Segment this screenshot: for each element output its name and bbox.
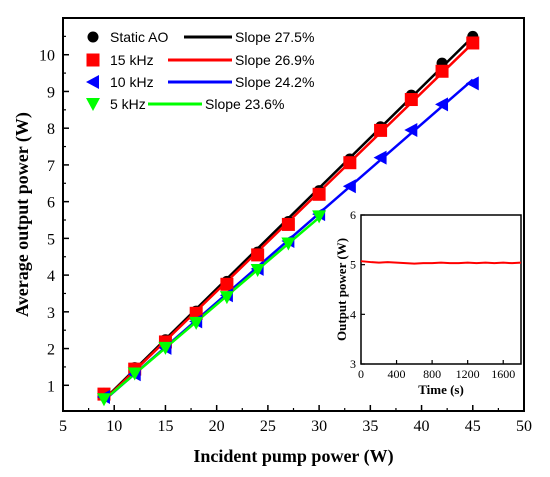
inset-x-tick-label: 800 bbox=[423, 367, 441, 381]
y-tick-label: 10 bbox=[39, 48, 55, 65]
legend-label-1: 15 kHz bbox=[110, 52, 154, 68]
x-tick-label: 20 bbox=[209, 418, 225, 435]
data-point-series-2 bbox=[342, 179, 356, 194]
y-tick-label: 6 bbox=[47, 195, 55, 212]
data-point-series-3 bbox=[96, 393, 111, 407]
data-point-series-2 bbox=[404, 123, 418, 138]
data-point-series-3 bbox=[312, 210, 327, 224]
y-tick-label: 8 bbox=[47, 121, 55, 138]
legend-marker-1 bbox=[86, 53, 100, 67]
inset-x-tick-label: 400 bbox=[388, 367, 406, 381]
y-tick-label: 9 bbox=[47, 84, 55, 101]
y-tick-label: 1 bbox=[47, 378, 55, 395]
data-point-series-3 bbox=[250, 263, 265, 277]
data-point-series-3 bbox=[219, 291, 234, 305]
x-tick-label: 50 bbox=[516, 418, 532, 435]
data-point-series-1 bbox=[312, 187, 326, 201]
legend-slope-3: Slope 23.6% bbox=[205, 96, 284, 112]
legend-marker-3 bbox=[86, 98, 100, 111]
data-point-series-1 bbox=[220, 277, 234, 291]
data-point-series-3 bbox=[281, 237, 296, 251]
data-point-series-3 bbox=[189, 316, 204, 330]
data-point-series-1 bbox=[466, 36, 480, 50]
inset-frame bbox=[360, 214, 522, 365]
legend-marker-2 bbox=[86, 75, 99, 89]
inset-x-tick-label: 0 bbox=[358, 367, 364, 381]
data-point-series-1 bbox=[404, 93, 418, 107]
data-point-series-3 bbox=[127, 367, 142, 381]
inset-x-tick-label: 1600 bbox=[491, 367, 515, 381]
x-tick-label: 25 bbox=[260, 418, 276, 435]
data-point-series-1 bbox=[251, 248, 265, 262]
y-tick-label: 5 bbox=[47, 231, 55, 248]
x-tick-label: 35 bbox=[362, 418, 378, 435]
legend-slope-0: Slope 27.5% bbox=[235, 29, 314, 45]
y-tick-label: 7 bbox=[47, 158, 55, 175]
inset-x-axis-title: Time (s) bbox=[418, 382, 464, 397]
legend-label-2: 10 kHz bbox=[110, 74, 154, 90]
x-tick-label: 45 bbox=[465, 418, 481, 435]
data-point-series-1 bbox=[281, 217, 295, 231]
inset-y-tick-label: 4 bbox=[350, 307, 356, 321]
data-point-series-1 bbox=[343, 156, 357, 170]
y-tick-label: 2 bbox=[47, 342, 55, 359]
y-tick-label: 4 bbox=[47, 268, 55, 285]
data-point-series-2 bbox=[465, 76, 479, 91]
legend: Static AO Slope 27.5% 15 kHz Slope 26.9% 10 … bbox=[86, 29, 314, 112]
x-tick-label: 5 bbox=[59, 418, 67, 435]
legend-label-0: Static AO bbox=[110, 29, 168, 45]
y-axis-title: Average output power (W) bbox=[12, 112, 33, 317]
data-point-series-1 bbox=[374, 123, 388, 137]
x-tick-label: 40 bbox=[414, 418, 430, 435]
inset-y-axis-title: Output power (W) bbox=[334, 238, 349, 341]
legend-marker-0 bbox=[87, 31, 99, 43]
data-point-series-1 bbox=[435, 64, 449, 78]
x-tick-label: 30 bbox=[311, 418, 327, 435]
x-axis-title: Incident pump power (W) bbox=[193, 446, 393, 467]
data-point-series-2 bbox=[435, 97, 449, 112]
inset-y-tick-label: 3 bbox=[350, 357, 356, 371]
data-point-series-3 bbox=[158, 341, 173, 355]
x-tick-label: 15 bbox=[157, 418, 173, 435]
legend-slope-2: Slope 24.2% bbox=[235, 74, 314, 90]
data-point-series-2 bbox=[373, 150, 387, 165]
x-tick-label: 10 bbox=[106, 418, 122, 435]
inset-x-tick-label: 1200 bbox=[456, 367, 480, 381]
inset-power-trace bbox=[360, 260, 522, 265]
legend-label-3: 5 kHz bbox=[110, 96, 146, 112]
inset-y-tick-label: 5 bbox=[350, 258, 356, 272]
y-tick-label: 3 bbox=[47, 305, 55, 322]
legend-slope-1: Slope 26.9% bbox=[235, 52, 314, 68]
inset-y-tick-label: 6 bbox=[350, 208, 356, 222]
inset-plot: 0 400 800 1200 1600 3 4 5 6 Time (s) Output power … bbox=[334, 208, 522, 397]
